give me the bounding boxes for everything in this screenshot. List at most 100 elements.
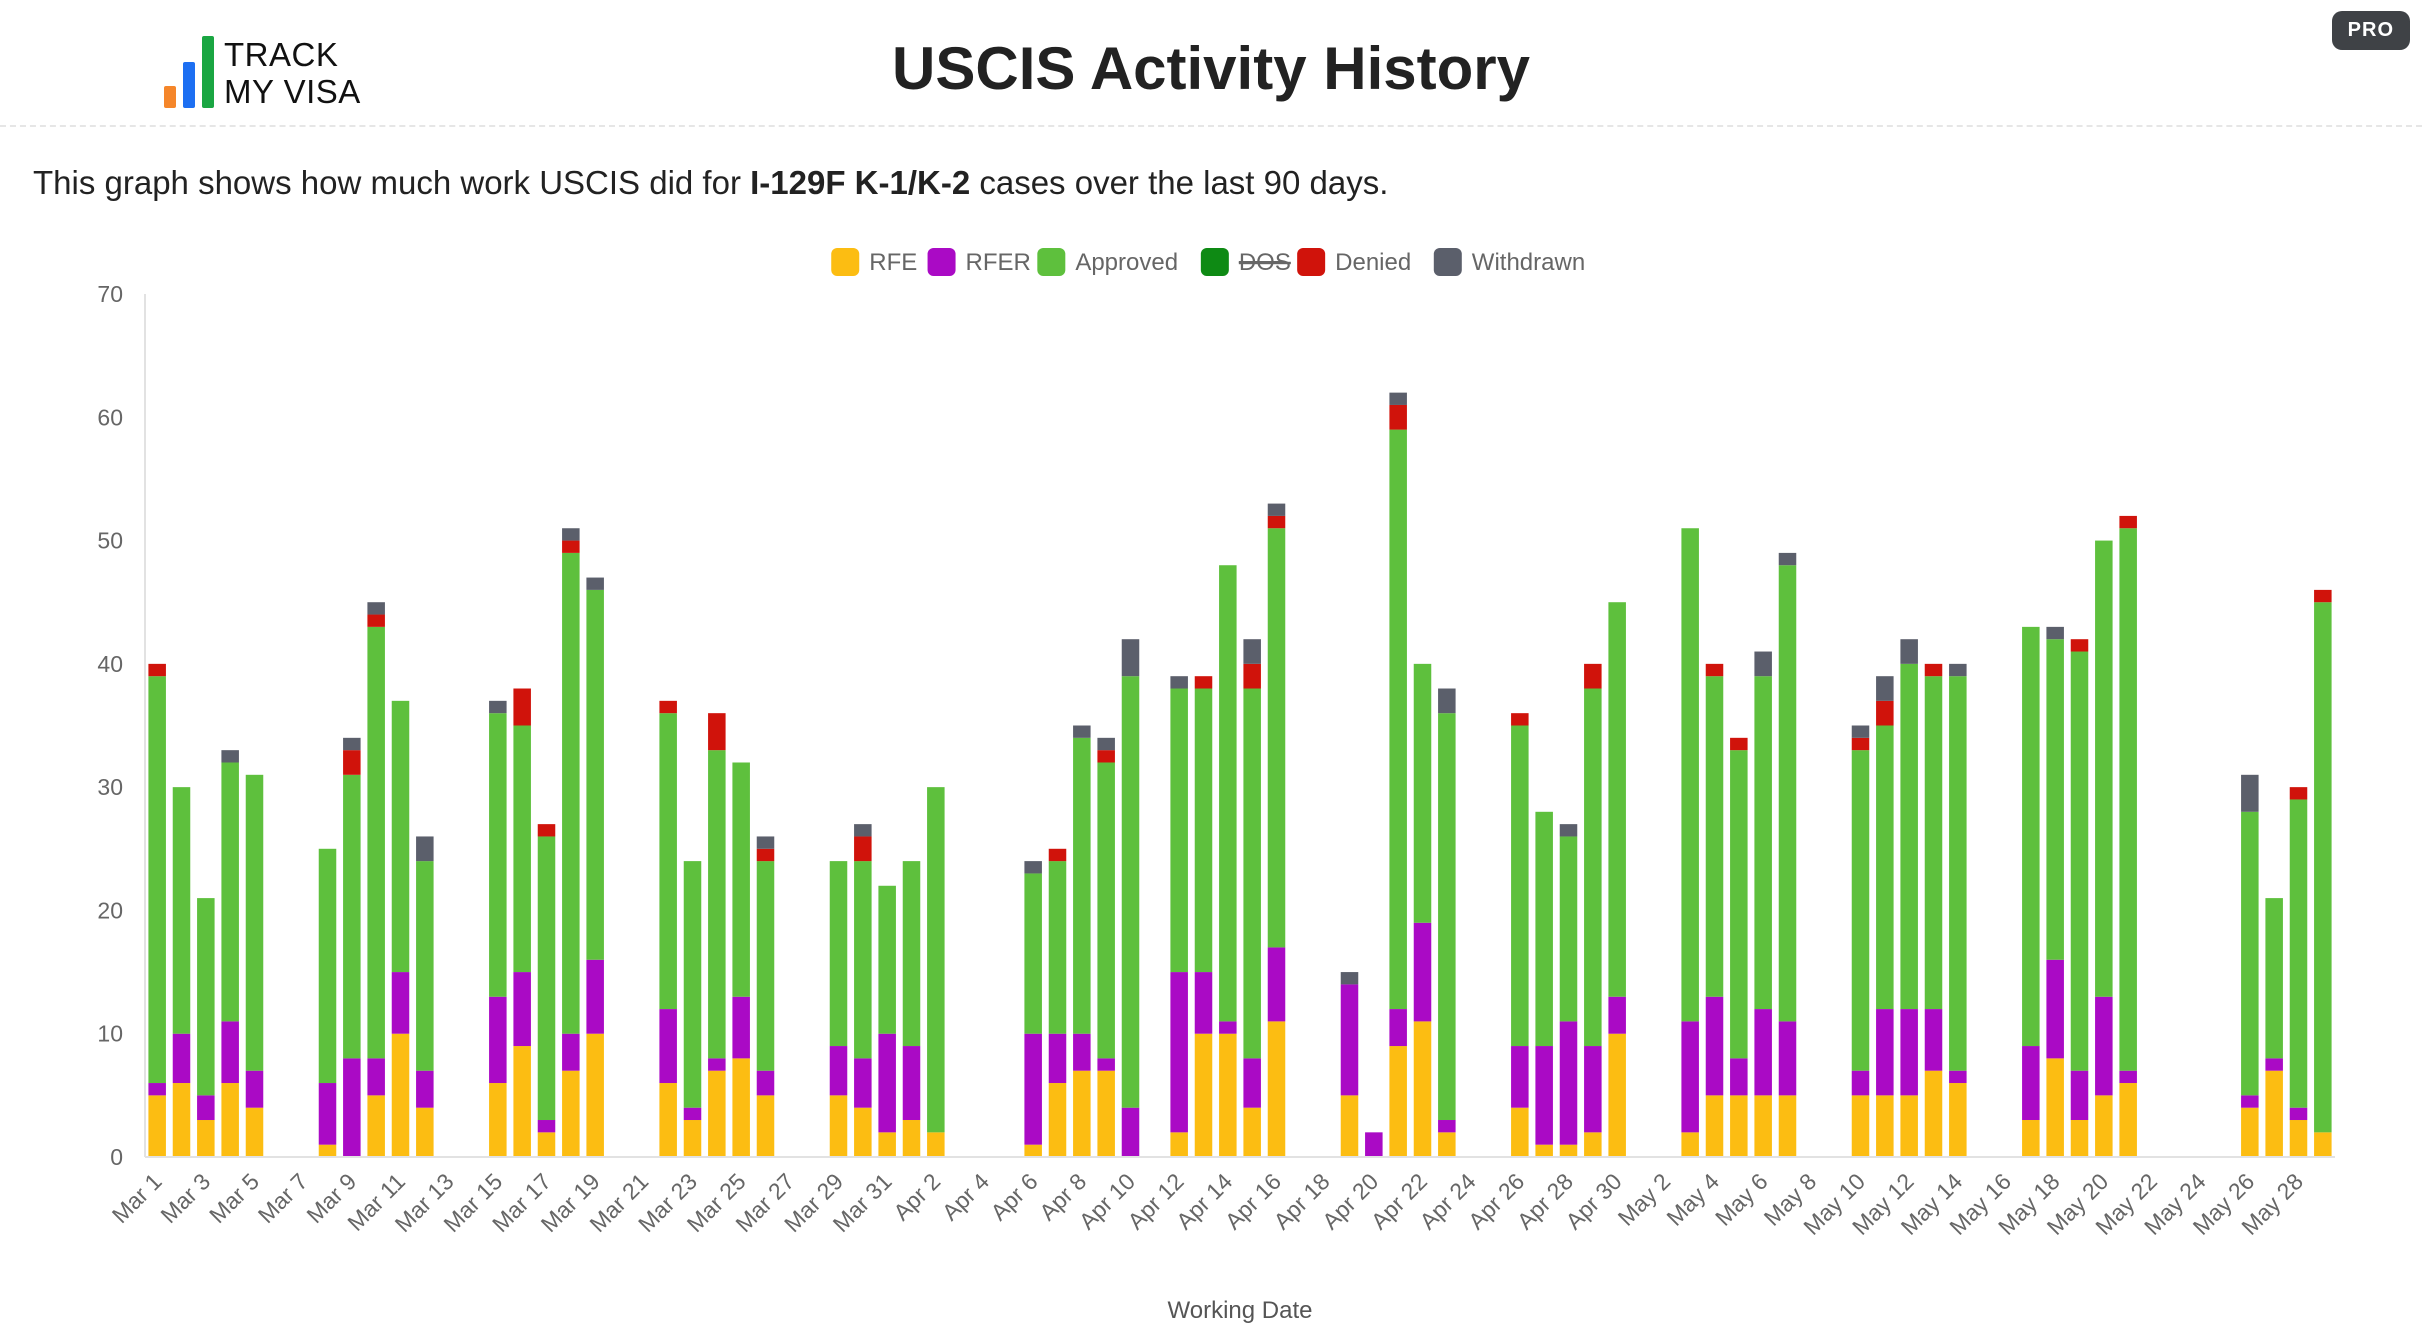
bar-segment-approved[interactable] xyxy=(1048,861,1067,1034)
bar-segment-approved[interactable] xyxy=(1535,811,1553,1047)
bar-segment-rfe[interactable] xyxy=(1705,1095,1724,1157)
bar-segment-withdrawn[interactable] xyxy=(756,836,775,849)
track-my-visa-logo[interactable]: TRACK MY VISA xyxy=(160,32,380,114)
bar-segment-denied[interactable] xyxy=(1267,515,1286,529)
bar-segment-withdrawn[interactable] xyxy=(1389,392,1407,405)
bar-segment-rfe[interactable] xyxy=(1584,1132,1602,1157)
bar-segment-withdrawn[interactable] xyxy=(1876,676,1894,701)
bar-segment-denied[interactable] xyxy=(708,713,726,751)
bar-segment-rfe[interactable] xyxy=(1559,1144,1578,1157)
bar-segment-approved[interactable] xyxy=(2022,626,2040,1047)
bar-segment-rfer[interactable] xyxy=(829,1046,848,1096)
bar-segment-approved[interactable] xyxy=(197,898,215,1096)
bar-segment-withdrawn[interactable] xyxy=(1121,639,1140,677)
bar-segment-withdrawn[interactable] xyxy=(1097,737,1115,751)
bar-segment-rfer[interactable] xyxy=(172,1033,191,1084)
legend-item-withdrawn[interactable]: Withdrawn xyxy=(1433,248,1585,276)
bar-segment-approved[interactable] xyxy=(1900,663,1918,1010)
bar-segment-rfe[interactable] xyxy=(1778,1095,1797,1157)
bar-segment-withdrawn[interactable] xyxy=(367,602,385,615)
bar-segment-approved[interactable] xyxy=(854,861,872,1059)
bar-segment-approved[interactable] xyxy=(1097,762,1115,1059)
bar-segment-rfe[interactable] xyxy=(878,1132,896,1157)
bar-segment-withdrawn[interactable] xyxy=(1073,725,1091,738)
bar-segment-approved[interactable] xyxy=(1584,688,1602,1047)
bar-segment-rfe[interactable] xyxy=(1389,1046,1407,1157)
bar-segment-rfe[interactable] xyxy=(1681,1132,1699,1157)
bar-segment-rfer[interactable] xyxy=(148,1083,166,1096)
bar-segment-rfer[interactable] xyxy=(1900,1009,1918,1096)
bar-segment-approved[interactable] xyxy=(343,774,361,1059)
bar-segment-rfe[interactable] xyxy=(197,1120,215,1157)
bar-segment-withdrawn[interactable] xyxy=(1170,676,1188,689)
bar-segment-rfe[interactable] xyxy=(489,1083,507,1157)
bar-segment-rfer[interactable] xyxy=(1365,1132,1383,1157)
bar-segment-rfer[interactable] xyxy=(1267,947,1286,1022)
bar-segment-approved[interactable] xyxy=(1511,725,1529,1047)
bar-segment-rfe[interactable] xyxy=(2095,1095,2113,1157)
bar-segment-denied[interactable] xyxy=(2070,639,2089,652)
bar-segment-rfer[interactable] xyxy=(683,1107,702,1121)
bar-segment-rfer[interactable] xyxy=(1438,1120,1456,1133)
bar-segment-rfer[interactable] xyxy=(1851,1070,1870,1096)
bar-segment-rfe[interactable] xyxy=(1949,1083,1967,1157)
bar-segment-approved[interactable] xyxy=(2265,898,2283,1059)
bar-segment-rfe[interactable] xyxy=(1511,1107,1529,1157)
bar-segment-denied[interactable] xyxy=(756,848,775,862)
legend-item-rfe[interactable]: RFE xyxy=(831,248,917,276)
bar-segment-denied[interactable] xyxy=(1511,713,1529,726)
bar-segment-rfer[interactable] xyxy=(2265,1058,2283,1071)
bar-segment-rfer[interactable] xyxy=(1608,996,1626,1034)
legend-item-approved[interactable]: Approved xyxy=(1037,248,1178,276)
bar-segment-rfer[interactable] xyxy=(902,1046,921,1121)
bar-segment-approved[interactable] xyxy=(586,589,604,960)
bar-segment-rfer[interactable] xyxy=(1389,1009,1407,1047)
bar-segment-denied[interactable] xyxy=(1194,676,1213,689)
bar-segment-denied[interactable] xyxy=(1389,404,1407,430)
bar-segment-approved[interactable] xyxy=(1876,725,1894,1010)
bar-segment-rfer[interactable] xyxy=(1097,1058,1115,1071)
bar-segment-rfe[interactable] xyxy=(416,1107,434,1157)
bar-segment-approved[interactable] xyxy=(927,787,945,1133)
bar-segment-rfer[interactable] xyxy=(489,996,507,1084)
bar-segment-denied[interactable] xyxy=(1243,663,1261,689)
legend-item-denied[interactable]: Denied xyxy=(1297,248,1411,276)
bar-segment-rfer[interactable] xyxy=(1705,996,1724,1096)
bar-segment-withdrawn[interactable] xyxy=(1267,503,1286,516)
bar-segment-approved[interactable] xyxy=(2046,639,2064,960)
bar-segment-rfer[interactable] xyxy=(1584,1046,1602,1133)
bar-segment-withdrawn[interactable] xyxy=(1949,663,1967,677)
bar-segment-rfer[interactable] xyxy=(318,1083,337,1145)
bar-segment-approved[interactable] xyxy=(1949,676,1967,1071)
bar-segment-withdrawn[interactable] xyxy=(221,750,239,763)
bar-segment-denied[interactable] xyxy=(367,614,385,627)
bar-segment-denied[interactable] xyxy=(148,663,166,677)
bar-segment-rfe[interactable] xyxy=(1073,1070,1091,1157)
bar-segment-approved[interactable] xyxy=(416,861,434,1071)
bar-segment-rfe[interactable] xyxy=(367,1095,385,1157)
bar-segment-withdrawn[interactable] xyxy=(562,528,580,541)
bar-segment-rfe[interactable] xyxy=(1267,1021,1286,1157)
bar-segment-rfe[interactable] xyxy=(854,1107,872,1157)
bar-segment-rfer[interactable] xyxy=(2289,1107,2308,1121)
bar-segment-withdrawn[interactable] xyxy=(1559,824,1578,837)
bar-segment-withdrawn[interactable] xyxy=(1340,972,1359,985)
bar-segment-rfer[interactable] xyxy=(1170,972,1188,1133)
bar-segment-rfe[interactable] xyxy=(708,1070,726,1157)
bar-segment-rfer[interactable] xyxy=(245,1070,264,1108)
bar-segment-withdrawn[interactable] xyxy=(1024,861,1042,874)
bar-segment-approved[interactable] xyxy=(221,762,239,1022)
bar-segment-rfe[interactable] xyxy=(2070,1120,2089,1157)
bar-segment-approved[interactable] xyxy=(1705,676,1724,997)
bar-segment-rfe[interactable] xyxy=(1924,1070,1943,1157)
bar-segment-rfe[interactable] xyxy=(927,1132,945,1157)
bar-segment-rfe[interactable] xyxy=(245,1107,264,1157)
bar-segment-denied[interactable] xyxy=(513,688,531,726)
bar-segment-rfer[interactable] xyxy=(416,1070,434,1108)
legend-item-dos[interactable]: DOS xyxy=(1200,248,1291,276)
bar-segment-withdrawn[interactable] xyxy=(586,577,604,590)
bar-segment-denied[interactable] xyxy=(2119,515,2137,529)
bar-segment-approved[interactable] xyxy=(756,861,775,1071)
bar-segment-denied[interactable] xyxy=(1924,663,1943,677)
bar-segment-rfe[interactable] xyxy=(1535,1144,1553,1157)
